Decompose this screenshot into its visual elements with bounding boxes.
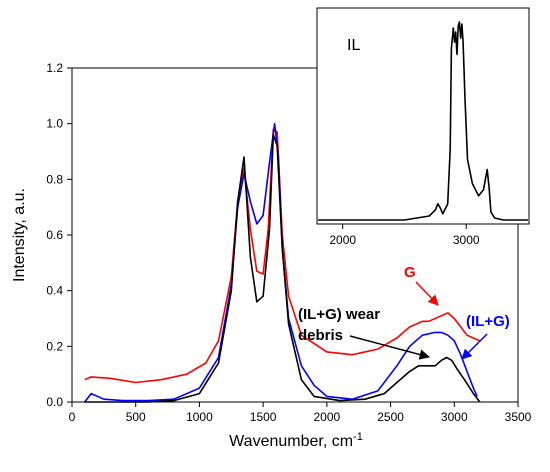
y-tick-label: 0.8 bbox=[46, 172, 63, 186]
inset-frame bbox=[316, 7, 530, 225]
x-tick-label: 500 bbox=[126, 410, 146, 424]
x-axis-title: Wavenumber, cm-1 bbox=[229, 431, 363, 450]
x-tick-label: 3000 bbox=[441, 410, 468, 424]
inset-x-tick-label: 3000 bbox=[453, 233, 480, 247]
x-tick-label: 0 bbox=[69, 410, 76, 424]
x-tick-label: 1500 bbox=[250, 410, 277, 424]
inset-series-line-0 bbox=[318, 21, 528, 221]
inset-series-group bbox=[318, 21, 528, 221]
y-axis-title: Intensity, a.u. bbox=[11, 188, 28, 282]
x-tick-label: 1000 bbox=[186, 410, 213, 424]
x-axis-ticks: 0 500 1000 1500 2000 2500 3000 3500 bbox=[69, 402, 532, 424]
annotation-debris-line2: debris bbox=[298, 327, 343, 344]
arrow-il-g bbox=[461, 333, 488, 360]
x-tick-label: 2500 bbox=[377, 410, 404, 424]
series-group bbox=[84, 122, 481, 403]
arrow-g bbox=[415, 281, 439, 306]
y-tick-label: 0.0 bbox=[46, 395, 63, 409]
x-tick-label: 3500 bbox=[505, 410, 532, 424]
series-line-2 bbox=[84, 134, 481, 403]
y-tick-label: 1.0 bbox=[46, 117, 63, 131]
inset-panel: IL 2000 3000 bbox=[316, 7, 530, 247]
y-tick-label: 1.2 bbox=[46, 61, 63, 75]
inset-x-tick-label: 2000 bbox=[329, 233, 356, 247]
annotation-g: G bbox=[404, 264, 416, 281]
inset-title: IL bbox=[347, 37, 360, 54]
annotation-il-g: (IL+G) bbox=[466, 313, 510, 330]
inset-x-axis-ticks: 2000 3000 bbox=[329, 224, 480, 247]
arrow-debris bbox=[349, 335, 431, 360]
y-tick-label: 0.2 bbox=[46, 339, 63, 353]
y-axis-ticks: 0.0 0.2 0.4 0.6 0.8 1.0 1.2 bbox=[46, 61, 72, 409]
series-line-0 bbox=[84, 128, 481, 384]
x-tick-label: 2000 bbox=[314, 410, 341, 424]
annotation-debris-line1: (IL+G) wear bbox=[298, 306, 380, 323]
y-tick-label: 0.6 bbox=[46, 228, 63, 242]
y-tick-label: 0.4 bbox=[46, 284, 63, 298]
